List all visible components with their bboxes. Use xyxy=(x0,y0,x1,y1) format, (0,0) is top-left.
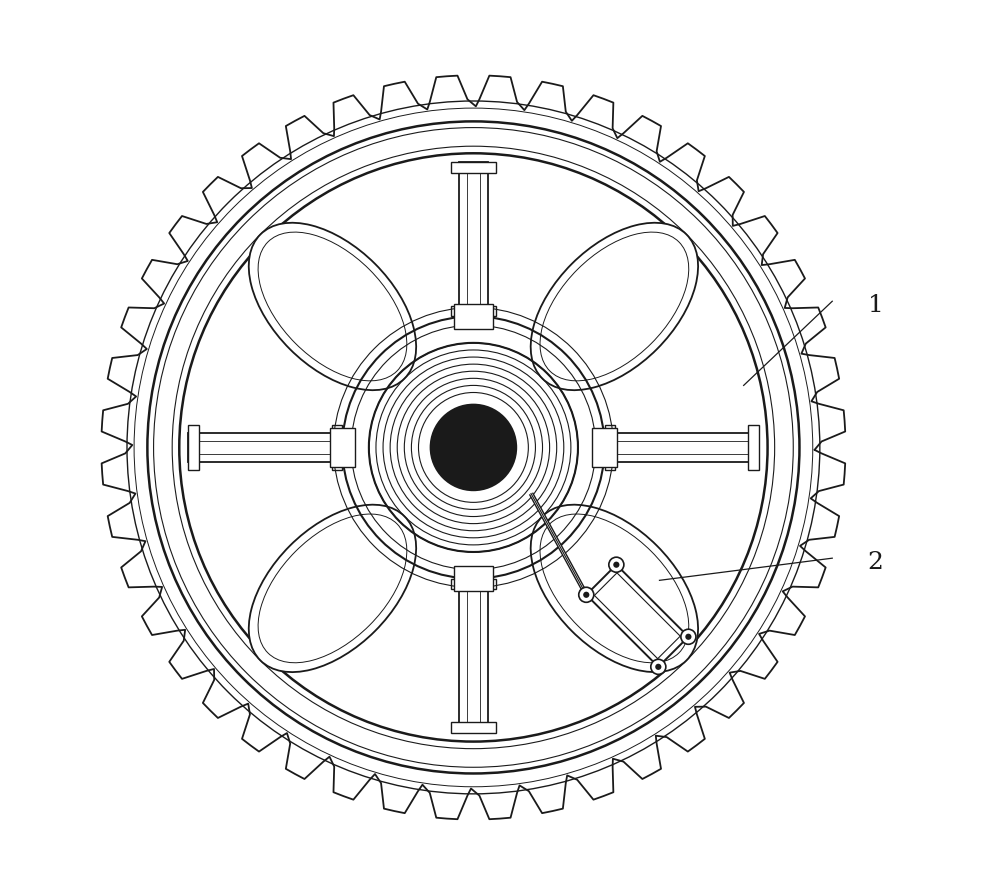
Ellipse shape xyxy=(249,222,416,390)
Polygon shape xyxy=(586,564,688,667)
Polygon shape xyxy=(451,162,496,173)
Circle shape xyxy=(655,664,661,670)
Circle shape xyxy=(579,587,594,602)
Polygon shape xyxy=(454,304,493,329)
Circle shape xyxy=(651,659,666,674)
Polygon shape xyxy=(459,162,488,316)
Polygon shape xyxy=(605,433,759,462)
Circle shape xyxy=(681,629,696,644)
Ellipse shape xyxy=(249,505,416,672)
Polygon shape xyxy=(592,428,617,467)
Polygon shape xyxy=(330,428,355,467)
Circle shape xyxy=(613,562,619,568)
Polygon shape xyxy=(332,424,342,470)
Circle shape xyxy=(609,557,624,572)
Text: 1: 1 xyxy=(868,294,883,317)
Text: 2: 2 xyxy=(868,551,884,574)
Ellipse shape xyxy=(531,222,698,390)
Polygon shape xyxy=(188,433,342,462)
Polygon shape xyxy=(454,566,493,591)
Polygon shape xyxy=(451,579,496,589)
Circle shape xyxy=(583,592,589,598)
Polygon shape xyxy=(188,424,199,470)
Polygon shape xyxy=(605,424,615,470)
Circle shape xyxy=(431,405,516,490)
Circle shape xyxy=(685,633,691,640)
Ellipse shape xyxy=(531,505,698,672)
Polygon shape xyxy=(451,306,496,316)
Polygon shape xyxy=(459,579,488,733)
Polygon shape xyxy=(748,424,759,470)
Polygon shape xyxy=(451,722,496,733)
